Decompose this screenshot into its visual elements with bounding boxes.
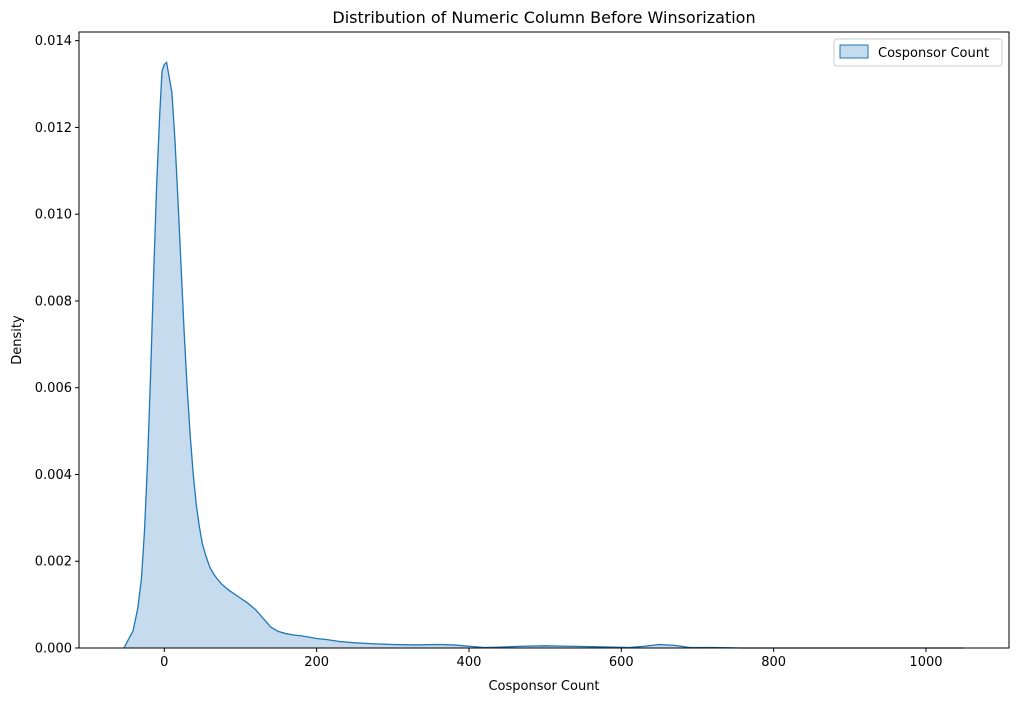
y-tick-label: 0.010 (35, 208, 72, 223)
x-tick-label: 1000 (909, 655, 942, 670)
y-tick-label: 0.006 (35, 381, 72, 396)
y-tick-label: 0.012 (35, 121, 72, 136)
legend: Cosponsor Count (833, 38, 1003, 67)
plot-area (123, 61, 965, 649)
y-tick-label: 0.008 (35, 294, 72, 309)
y-axis-label: Density (10, 315, 25, 365)
legend-swatch (839, 44, 869, 59)
x-tick-label: 400 (457, 655, 482, 670)
x-tick-label: 800 (761, 655, 786, 670)
density-area-fill (123, 62, 965, 649)
x-tick-label: 200 (304, 655, 329, 670)
legend-box (833, 38, 1003, 67)
x-tick-label: 600 (609, 655, 634, 670)
x-tick-label: 0 (160, 655, 168, 670)
y-axis: 0.000 0.002 0.004 0.006 0.008 0.010 0.012 0.014 (35, 34, 79, 657)
y-tick-label: 0.002 (35, 555, 72, 570)
legend-label: Cosponsor Count (878, 46, 989, 61)
x-axis: 0 200 400 600 800 1000 (160, 648, 943, 670)
y-tick-label: 0.004 (35, 468, 72, 483)
x-axis-label: Cosponsor Count (488, 679, 599, 694)
y-tick-label: 0.014 (35, 34, 72, 49)
chart-title: Distribution of Numeric Column Before Wi… (332, 8, 755, 27)
y-tick-label: 0.000 (35, 642, 72, 657)
density-curve-line (123, 61, 965, 649)
plot-frame (78, 31, 1010, 649)
